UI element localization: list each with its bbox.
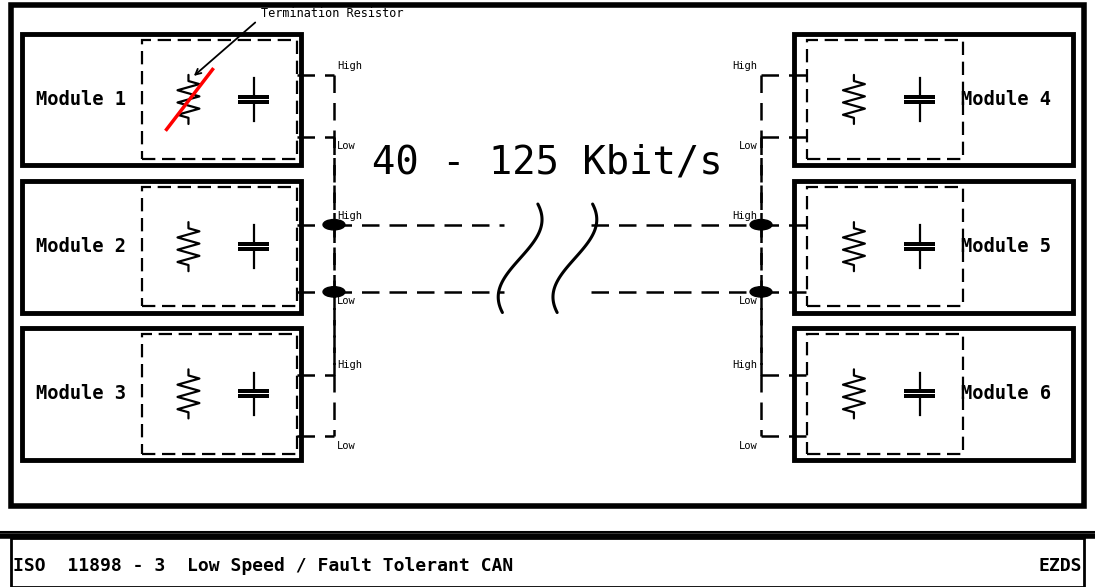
Circle shape: [750, 220, 772, 230]
Circle shape: [323, 220, 345, 230]
Text: High: High: [733, 211, 758, 221]
Text: Low: Low: [739, 141, 758, 151]
Bar: [142, 334, 297, 454]
Bar: [807, 187, 964, 306]
Text: Module 2: Module 2: [35, 237, 126, 256]
Bar: [794, 33, 1073, 166]
Bar: [142, 40, 297, 159]
Text: Module 5: Module 5: [961, 237, 1051, 256]
Text: Module 4: Module 4: [961, 90, 1051, 109]
Bar: [142, 187, 297, 306]
Text: High: High: [337, 211, 362, 221]
Text: Low: Low: [337, 441, 356, 451]
Text: Termination Resistor: Termination Resistor: [261, 6, 403, 19]
Text: Low: Low: [739, 441, 758, 451]
Bar: [11, 538, 1084, 587]
Text: Module 6: Module 6: [961, 384, 1051, 403]
Circle shape: [323, 286, 345, 297]
Text: ISO  11898 - 3  Low Speed / Fault Tolerant CAN: ISO 11898 - 3 Low Speed / Fault Tolerant…: [13, 557, 514, 575]
Bar: [794, 181, 1073, 312]
Bar: [22, 33, 301, 166]
Text: Module 3: Module 3: [35, 384, 126, 403]
Text: Low: Low: [739, 296, 758, 306]
Text: EZDS: EZDS: [1038, 557, 1082, 575]
Text: High: High: [733, 360, 758, 370]
Bar: [807, 334, 964, 454]
Text: Low: Low: [337, 296, 356, 306]
Text: Module 1: Module 1: [35, 90, 126, 109]
Text: High: High: [337, 61, 362, 71]
Bar: [22, 181, 301, 312]
Bar: [22, 328, 301, 460]
Bar: [807, 40, 964, 159]
Text: High: High: [337, 360, 362, 370]
Text: High: High: [733, 61, 758, 71]
Bar: [794, 328, 1073, 460]
Circle shape: [750, 286, 772, 297]
Text: 40 - 125 Kbit/s: 40 - 125 Kbit/s: [372, 144, 723, 182]
Text: Low: Low: [337, 141, 356, 151]
